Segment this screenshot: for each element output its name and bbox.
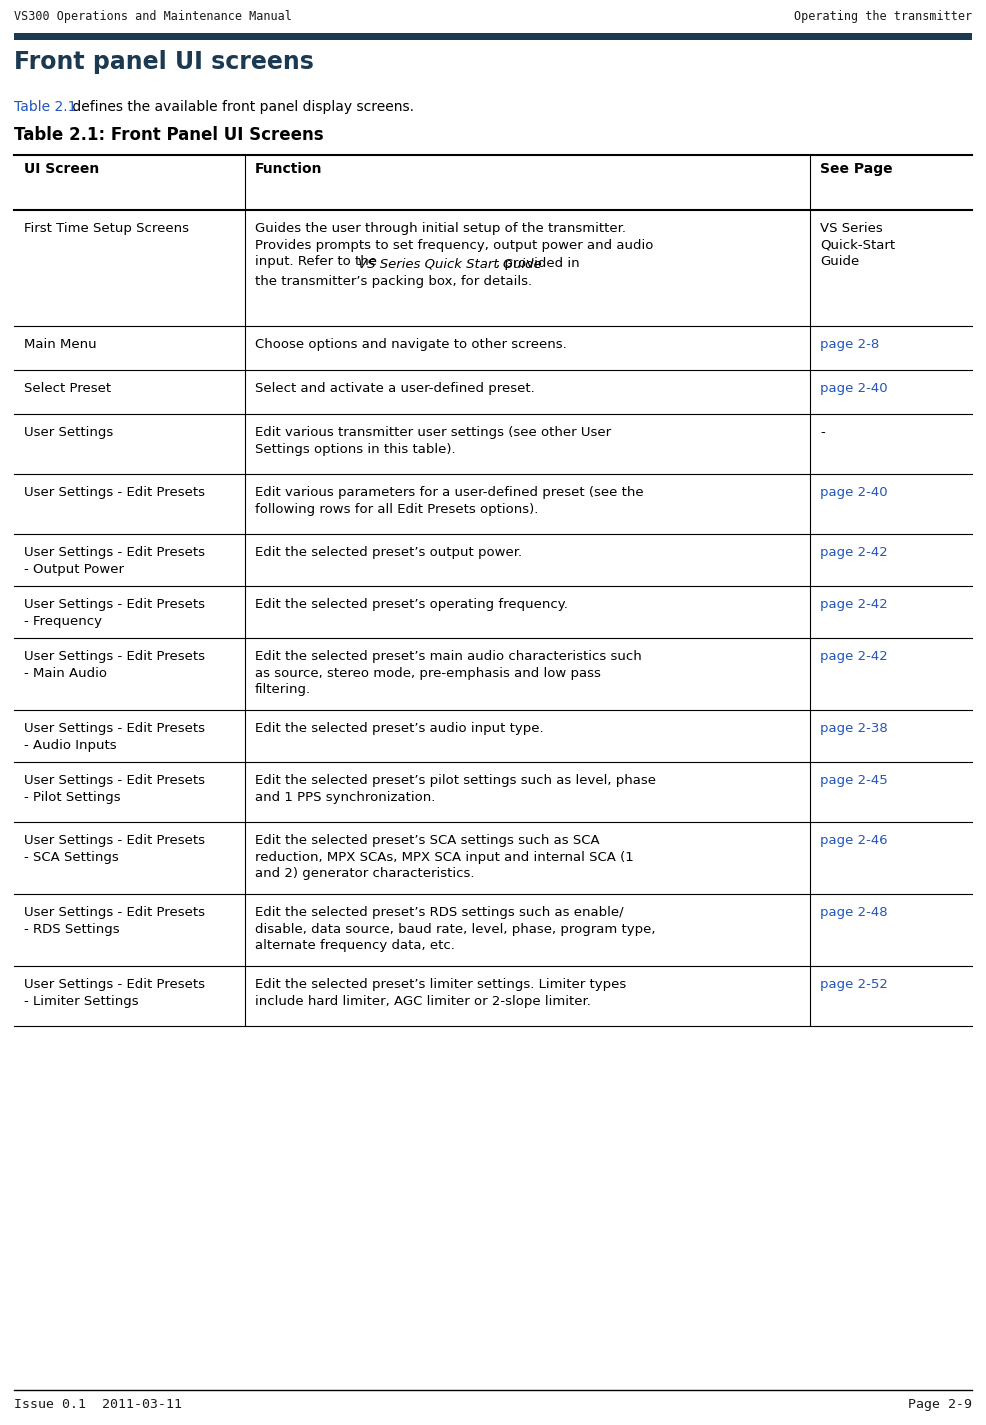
Text: VS Series
Quick-Start
Guide: VS Series Quick-Start Guide	[820, 222, 895, 268]
Text: Operating the transmitter: Operating the transmitter	[794, 10, 972, 23]
Text: Select Preset: Select Preset	[24, 382, 111, 395]
Text: page 2-40: page 2-40	[820, 486, 887, 499]
Text: User Settings - Edit Presets: User Settings - Edit Presets	[24, 486, 205, 499]
Text: User Settings - Edit Presets
- SCA Settings: User Settings - Edit Presets - SCA Setti…	[24, 834, 205, 864]
Text: Edit the selected preset’s RDS settings such as enable/
disable, data source, ba: Edit the selected preset’s RDS settings …	[255, 906, 656, 952]
Text: Function: Function	[255, 162, 322, 177]
Text: VS Series Quick Start Guide: VS Series Quick Start Guide	[358, 258, 541, 271]
Text: defines the available front panel display screens.: defines the available front panel displa…	[68, 100, 414, 114]
Text: Edit the selected preset’s pilot settings such as level, phase
and 1 PPS synchro: Edit the selected preset’s pilot setting…	[255, 774, 656, 804]
Text: Page 2-9: Page 2-9	[908, 1398, 972, 1411]
Text: page 2-52: page 2-52	[820, 978, 887, 990]
Text: Edit various transmitter user settings (see other User
Settings options in this : Edit various transmitter user settings (…	[255, 426, 611, 456]
Text: User Settings - Edit Presets
- Frequency: User Settings - Edit Presets - Frequency	[24, 598, 205, 627]
Text: Edit the selected preset’s output power.: Edit the selected preset’s output power.	[255, 546, 523, 559]
Text: page 2-38: page 2-38	[820, 722, 887, 735]
Text: Edit the selected preset’s audio input type.: Edit the selected preset’s audio input t…	[255, 722, 543, 735]
Text: VS300 Operations and Maintenance Manual: VS300 Operations and Maintenance Manual	[14, 10, 292, 23]
Text: page 2-42: page 2-42	[820, 546, 887, 559]
Text: Guides the user through initial setup of the transmitter.
Provides prompts to se: Guides the user through initial setup of…	[255, 222, 654, 268]
Text: Issue 0.1  2011-03-11: Issue 0.1 2011-03-11	[14, 1398, 182, 1411]
Text: Edit the selected preset’s limiter settings. Limiter types
include hard limiter,: Edit the selected preset’s limiter setti…	[255, 978, 626, 1007]
Text: , provided in: , provided in	[496, 258, 580, 271]
Text: page 2-42: page 2-42	[820, 598, 887, 611]
Text: Edit the selected preset’s main audio characteristics such
as source, stereo mod: Edit the selected preset’s main audio ch…	[255, 650, 642, 695]
Text: User Settings - Edit Presets
- Output Power: User Settings - Edit Presets - Output Po…	[24, 546, 205, 576]
Text: page 2-40: page 2-40	[820, 382, 887, 395]
Text: Select and activate a user-defined preset.: Select and activate a user-defined prese…	[255, 382, 534, 395]
Text: Edit various parameters for a user-defined preset (see the
following rows for al: Edit various parameters for a user-defin…	[255, 486, 644, 516]
Text: User Settings - Edit Presets
- RDS Settings: User Settings - Edit Presets - RDS Setti…	[24, 906, 205, 935]
Text: Main Menu: Main Menu	[24, 338, 97, 351]
Text: UI Screen: UI Screen	[24, 162, 100, 177]
Text: User Settings - Edit Presets
- Audio Inputs: User Settings - Edit Presets - Audio Inp…	[24, 722, 205, 751]
Text: Table 2.1: Table 2.1	[14, 100, 77, 114]
Bar	[14, 33, 972, 40]
Text: User Settings - Edit Presets
- Pilot Settings: User Settings - Edit Presets - Pilot Set…	[24, 774, 205, 804]
Text: User Settings - Edit Presets
- Limiter Settings: User Settings - Edit Presets - Limiter S…	[24, 978, 205, 1007]
Text: First Time Setup Screens: First Time Setup Screens	[24, 222, 189, 235]
Text: User Settings: User Settings	[24, 426, 113, 439]
Text: Front panel UI screens: Front panel UI screens	[14, 50, 314, 74]
Text: Table 2.1: Front Panel UI Screens: Table 2.1: Front Panel UI Screens	[14, 125, 323, 144]
Text: User Settings - Edit Presets
- Main Audio: User Settings - Edit Presets - Main Audi…	[24, 650, 205, 680]
Text: -: -	[820, 426, 824, 439]
Text: See Page: See Page	[820, 162, 892, 177]
Text: page 2-48: page 2-48	[820, 906, 887, 919]
Text: page 2-8: page 2-8	[820, 338, 880, 351]
Text: page 2-45: page 2-45	[820, 774, 887, 787]
Text: the transmitter’s packing box, for details.: the transmitter’s packing box, for detai…	[255, 275, 532, 288]
Text: Edit the selected preset’s SCA settings such as SCA
reduction, MPX SCAs, MPX SCA: Edit the selected preset’s SCA settings …	[255, 834, 634, 881]
Text: Edit the selected preset’s operating frequency.: Edit the selected preset’s operating fre…	[255, 598, 568, 611]
Text: page 2-42: page 2-42	[820, 650, 887, 663]
Text: Choose options and navigate to other screens.: Choose options and navigate to other scr…	[255, 338, 567, 351]
Text: page 2-46: page 2-46	[820, 834, 887, 846]
